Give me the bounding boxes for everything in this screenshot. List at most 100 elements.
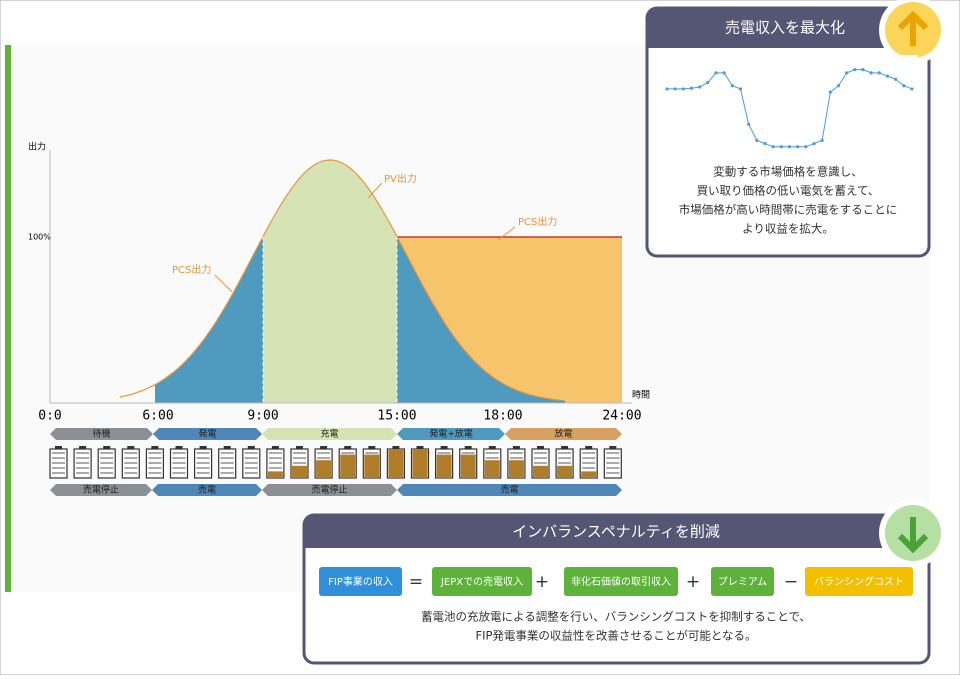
price-point	[861, 68, 865, 72]
formula-term-label: バランシングコスト	[814, 575, 904, 588]
battery-cap	[392, 446, 400, 449]
bottom-card-text: 蓄電池の充放電による調整を行い、バランシングコストを抑制することで、	[421, 610, 811, 624]
battery-cap	[151, 446, 159, 449]
phase-arrow-label: 放電	[554, 428, 572, 440]
x-tick-label: 0:0	[38, 409, 61, 424]
formula: FIP事業の収入 = JEPXでの売電収入 + 非化石価値の取引収入 + プレミアム − バラン…	[319, 567, 913, 596]
mode-arrow-label: 売電	[500, 484, 518, 496]
battery-fill	[557, 465, 573, 477]
price-point	[787, 145, 792, 149]
bottom-card-text: FIP発電事業の収益性を改善させることが可能となる。	[475, 629, 756, 643]
price-point	[845, 71, 849, 75]
phase-arrow	[262, 428, 397, 440]
battery-cap	[561, 446, 569, 449]
formula-operator: =	[409, 572, 423, 592]
price-point	[714, 71, 718, 75]
battery-cap	[175, 446, 183, 449]
phase-arrow-label: 充電	[320, 428, 338, 440]
x-tick-label: 24:00	[602, 409, 641, 424]
price-point	[828, 90, 832, 94]
battery-cap	[79, 446, 87, 449]
battery-cap	[320, 446, 328, 449]
battery-cap	[585, 446, 593, 449]
discharge-area	[155, 236, 263, 403]
top-card-text: 市場価格が高い時間帯に売電をすることに	[679, 203, 898, 217]
mode-arrow	[397, 484, 622, 496]
charge-area	[263, 160, 397, 403]
down-arrow	[897, 517, 929, 554]
x-tick-label: 6:00	[142, 409, 173, 424]
price-point	[665, 87, 669, 91]
formula-term-label: プレミアム	[718, 576, 767, 588]
formula-operator: +	[535, 572, 549, 592]
mode-arrow-label: 売電停止	[83, 484, 119, 496]
price-point	[796, 145, 800, 149]
battery-fill	[460, 454, 476, 477]
price-point	[755, 138, 759, 142]
phase-arrow	[153, 428, 262, 440]
annotation: PCS出力	[172, 263, 211, 276]
price-point	[910, 87, 914, 91]
battery-cap	[609, 446, 617, 449]
price-point	[689, 86, 694, 90]
battery-cap	[512, 446, 520, 449]
price-point	[894, 77, 898, 81]
battery-fill	[364, 454, 380, 477]
battery-fill	[533, 465, 548, 477]
phase-arrow	[50, 428, 153, 440]
price-point	[673, 87, 677, 91]
battery-fill	[581, 471, 597, 477]
price-point	[836, 84, 841, 88]
battery-fill	[484, 460, 500, 477]
formula-term	[564, 567, 678, 596]
bottom-card-title: インバランスペナルティを削減	[512, 523, 720, 541]
y-axis-label: 出力	[28, 141, 46, 153]
price-point	[747, 122, 751, 126]
formula-term-label: 非化石価値の取引収入	[571, 575, 671, 588]
formula-term-label: FIP事業の収入	[328, 575, 393, 588]
discharge-area	[397, 236, 565, 403]
battery-cap	[488, 446, 496, 449]
battery-fill	[340, 454, 356, 477]
phase-arrow-label: 発電+放電	[429, 428, 473, 440]
battery-cap	[296, 446, 303, 449]
price-point	[869, 71, 873, 75]
battery-fill	[508, 460, 524, 477]
price-point	[730, 84, 734, 88]
battery-cap	[199, 446, 207, 449]
annotation: PCS出力	[518, 215, 557, 228]
price-point	[820, 138, 824, 142]
phase-arrow	[505, 428, 622, 440]
battery-cap	[103, 446, 111, 449]
mode-arrow-label: 売電	[198, 484, 216, 496]
phase-arrow	[397, 428, 505, 440]
x-tick-label: 15:00	[377, 409, 416, 424]
price-point	[738, 87, 743, 91]
bottom-card-header	[304, 515, 929, 548]
battery-cap	[537, 446, 544, 449]
battery-cap	[368, 446, 376, 449]
price-point	[804, 145, 808, 149]
phase-arrow-label: 発電	[198, 428, 216, 440]
price-point	[771, 145, 775, 149]
x-tick-label: 18:00	[483, 409, 522, 424]
battery-cap	[416, 446, 424, 449]
phase-arrow-label: 待機	[92, 428, 110, 440]
mini-chart-line	[665, 68, 914, 149]
formula-term	[711, 567, 774, 596]
battery-fill	[388, 449, 404, 477]
plot: 出力 100% 時間 PCS出力 PV出力 PCS出力 0:0 6:00 9:00 15:00 18…	[28, 141, 650, 496]
battery-cap	[271, 446, 279, 449]
price-point	[763, 141, 767, 146]
formula-operator: +	[686, 572, 700, 592]
price-point	[706, 80, 710, 85]
price-point	[698, 85, 702, 89]
price-point	[779, 145, 783, 149]
battery-cap	[464, 446, 472, 449]
battery-cap	[344, 446, 352, 449]
top-card-text: 買い取り価格の低い電気を蓄えて、	[697, 184, 880, 198]
formula-term	[805, 567, 913, 596]
mode-arrow	[152, 484, 262, 496]
top-card-title: 売電収入を最大化	[725, 19, 845, 37]
